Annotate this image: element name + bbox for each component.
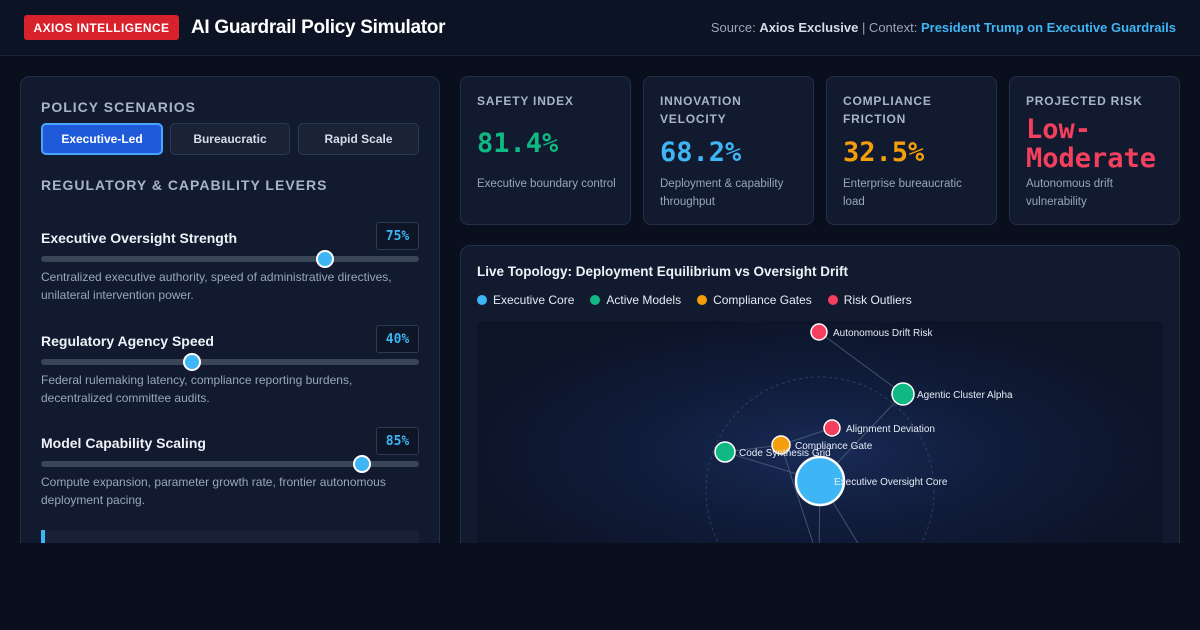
context-prefix: | Context: <box>861 20 918 35</box>
topology-edge <box>780 444 814 544</box>
topology-edge <box>818 331 904 395</box>
source-line: Source: Axios Exclusive | Context: Presi… <box>711 20 1176 35</box>
footer-area <box>0 543 1200 630</box>
brand-badge: AXIOS INTELLIGENCE <box>24 15 179 40</box>
metric-label: PROJECTED RISK <box>1026 94 1143 108</box>
topology-legend: Executive Core Active Models Compliance … <box>477 293 912 307</box>
node-label: Compliance Gate <box>795 441 873 452</box>
legend-label: Risk Outliers <box>843 293 912 307</box>
metric-label: INNOVATION VELOCITY <box>660 94 742 126</box>
metric-value: 32.5% <box>843 137 925 168</box>
lever-slider-track[interactable] <box>41 250 419 268</box>
node-agentic-cluster-alpha[interactable] <box>891 382 915 406</box>
oversight-orbit-ring <box>705 376 935 584</box>
metric-value: Low-Moderate <box>1026 114 1157 174</box>
legend-item-executive-core: Executive Core <box>477 293 574 307</box>
app-header: AXIOS INTELLIGENCE AI Guardrail Policy S… <box>0 0 1200 56</box>
metric-label: SAFETY INDEX <box>477 94 574 108</box>
topology-graph: Autonomous Drift Risk Agentic Cluster Al… <box>705 323 1013 584</box>
scenario-bureaucratic-button[interactable]: Bureaucratic <box>170 123 290 155</box>
lever-description: Centralized executive authority, speed o… <box>41 270 392 302</box>
lever-label: Regulatory Agency Speed <box>41 333 214 349</box>
levers-title: REGULATORY & CAPABILITY LEVERS <box>41 177 328 193</box>
legend-label: Active Models <box>606 293 682 307</box>
metric-description: Enterprise bureaucratic load <box>843 178 962 208</box>
scenarios-title: POLICY SCENARIOS <box>41 99 196 115</box>
metric-value: 68.2% <box>660 137 742 168</box>
metric-card-safety-index: SAFETY INDEX 81.4% Executive boundary co… <box>460 76 631 225</box>
metric-description: Deployment & capability throughput <box>660 178 784 208</box>
lever-description: Federal rulemaking latency, compliance r… <box>41 373 353 405</box>
node-label: Agentic Cluster Alpha <box>917 390 1013 401</box>
topology-title: Live Topology: Deployment Equilibrium vs… <box>477 264 849 279</box>
node-code-synthesis-grid[interactable] <box>714 441 736 463</box>
node-label: Alignment Deviation <box>846 424 935 435</box>
lever-label: Executive Oversight Strength <box>41 230 238 246</box>
lever-value: 40% <box>376 325 419 353</box>
legend-item-risk-outliers: Risk Outliers <box>827 293 912 307</box>
context-value[interactable]: President Trump on Executive Guardrails <box>920 20 1176 35</box>
topology-canvas: Autonomous Drift Risk Agentic Cluster Al… <box>477 321 1163 584</box>
metric-card-compliance-friction: COMPLIANCE FRICTION 32.5% Enterprise bur… <box>826 76 997 225</box>
node-label: Code Synthesis Grid <box>739 448 831 459</box>
node-alignment-deviation[interactable] <box>823 419 841 437</box>
lever-label: Model Capability Scaling <box>41 435 206 451</box>
legend-item-compliance-gates: Compliance Gates <box>697 293 812 307</box>
scenario-executive-led-button[interactable]: Executive-Led <box>41 123 163 155</box>
legend-dot <box>697 295 708 305</box>
metric-card-projected-risk: PROJECTED RISK Low-Moderate Autonomous d… <box>1009 76 1180 225</box>
topology-panel: Live Topology: Deployment Equilibrium vs… <box>460 245 1180 585</box>
source-name: Axios Exclusive <box>759 20 859 35</box>
app-title: AI Guardrail Policy Simulator <box>191 17 446 38</box>
node-label: Executive Oversight Core <box>834 477 948 488</box>
legend-label: Compliance Gates <box>713 293 812 307</box>
legend-label: Executive Core <box>493 293 575 307</box>
node-autonomous-drift-risk[interactable] <box>810 323 828 341</box>
lever-value: 75% <box>376 222 419 250</box>
legend-dot <box>590 295 601 305</box>
lever-slider-thumb[interactable] <box>183 353 202 371</box>
scenario-rapid-scale-button[interactable]: Rapid Scale <box>298 123 419 155</box>
lever-slider-thumb[interactable] <box>353 455 372 473</box>
node-executive-oversight-core[interactable] <box>794 455 846 507</box>
control-panel: POLICY SCENARIOS Executive-Led Bureaucra… <box>20 76 440 576</box>
node-label: Autonomous Drift Risk <box>833 328 933 339</box>
source-prefix: Source: <box>710 20 756 35</box>
metric-description: Executive boundary control <box>477 178 616 190</box>
metric-value: 81.4% <box>477 128 559 159</box>
lever-slider-thumb[interactable] <box>315 250 334 268</box>
legend-item-active-models: Active Models <box>590 293 681 307</box>
legend-dot <box>827 295 838 305</box>
lever-description: Compute expansion, parameter growth rate… <box>41 475 386 507</box>
node-compliance-gate[interactable] <box>771 435 791 455</box>
lever-value: 85% <box>376 427 419 455</box>
legend-dot <box>477 295 487 305</box>
lever-slider-track[interactable] <box>41 353 419 371</box>
metric-description: Autonomous drift vulnerability <box>1026 178 1113 208</box>
metric-card-innovation-velocity: INNOVATION VELOCITY 68.2% Deployment & c… <box>643 76 814 225</box>
lever-slider-track[interactable] <box>41 455 419 473</box>
metric-label: COMPLIANCE FRICTION <box>843 94 932 126</box>
